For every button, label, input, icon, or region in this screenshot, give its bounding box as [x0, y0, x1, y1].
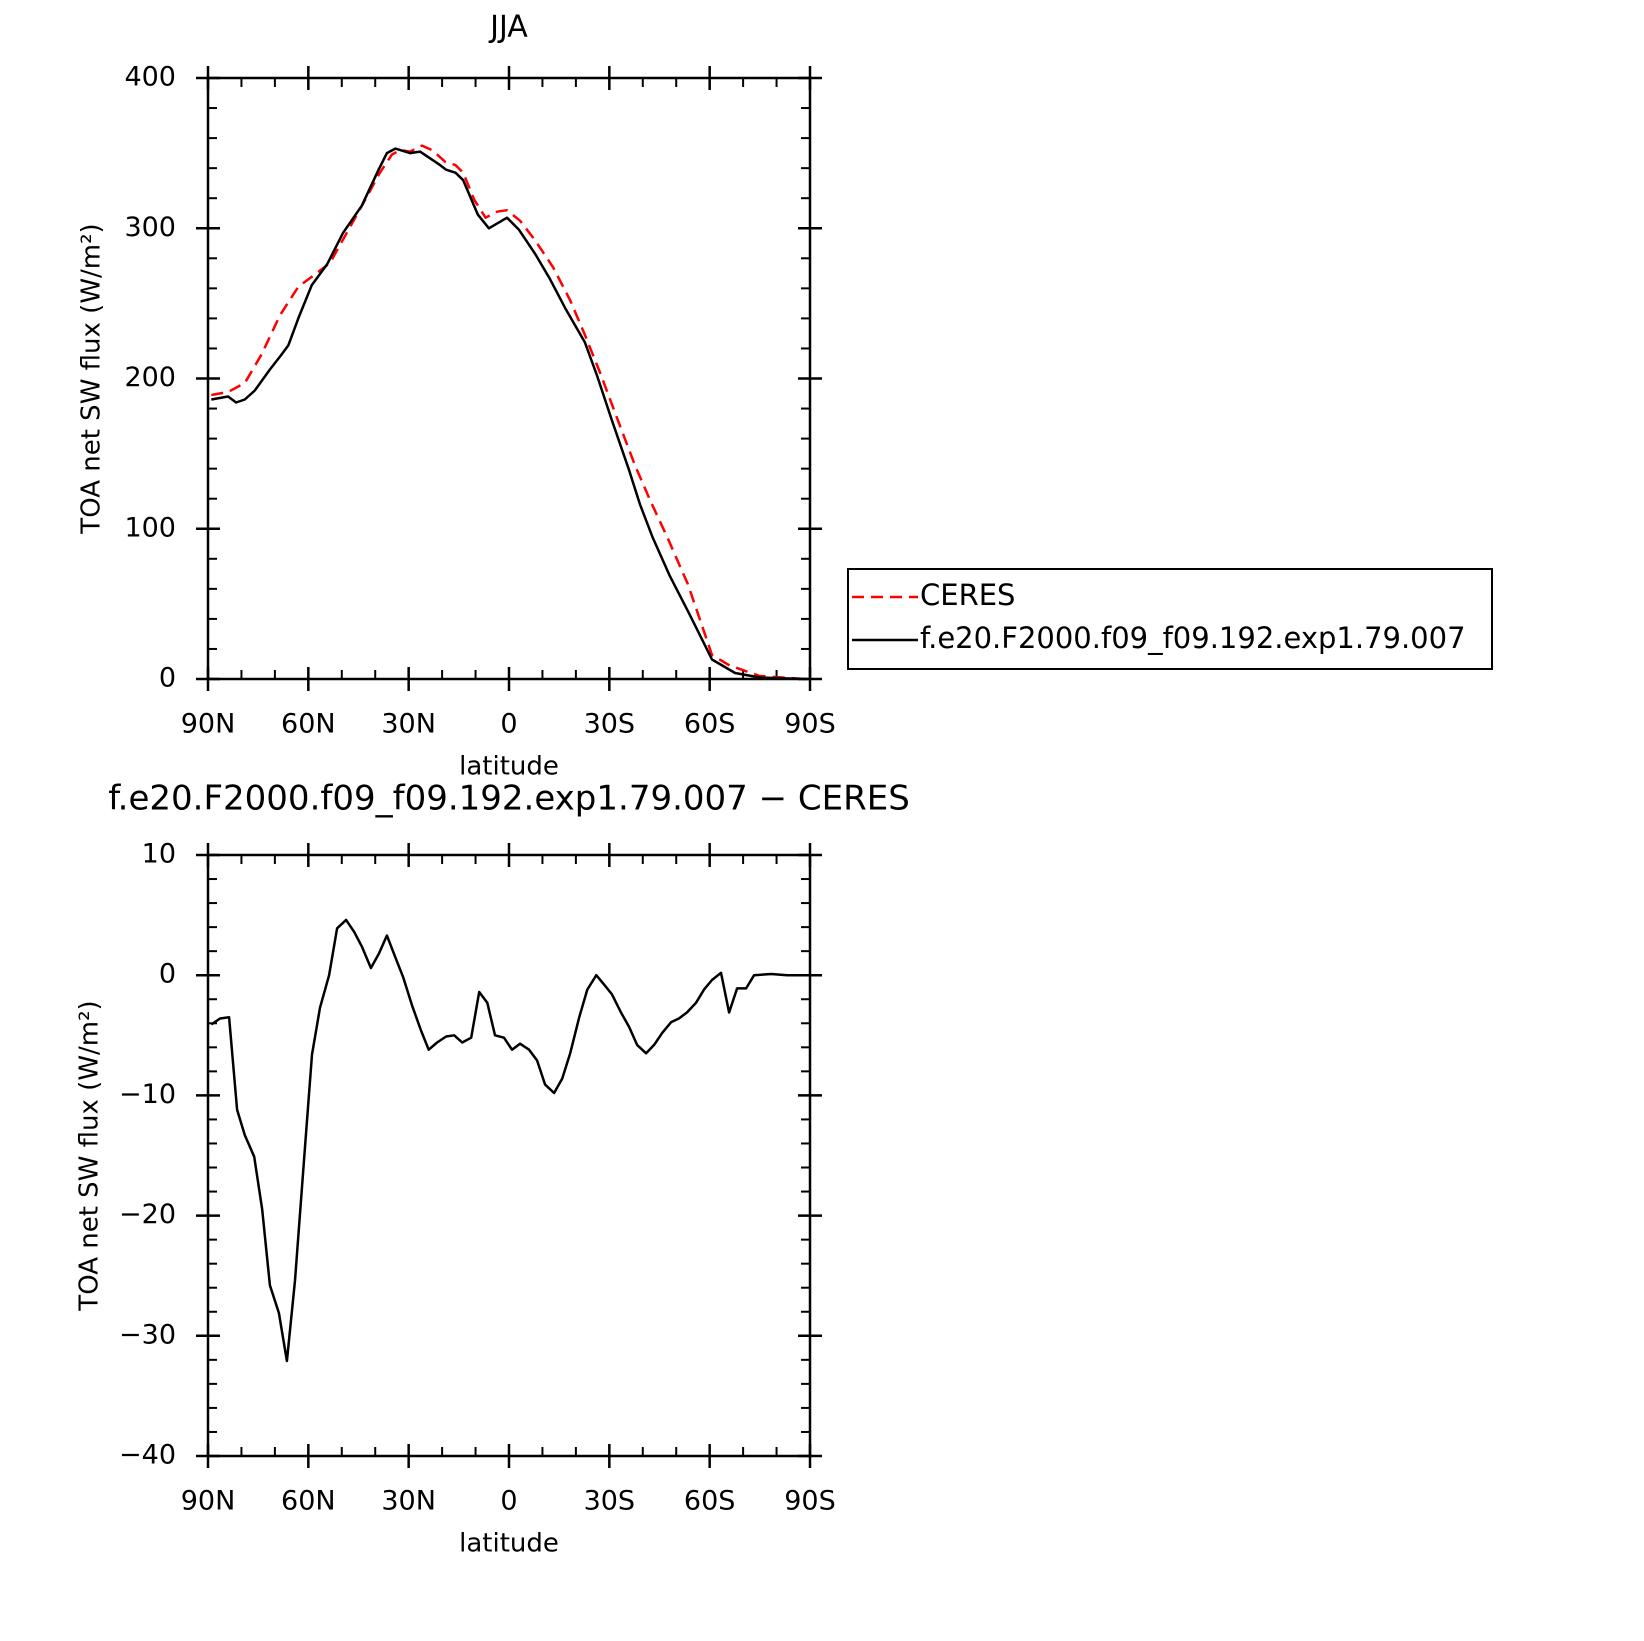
- x-tick-label: 30N: [381, 709, 436, 740]
- x-tick-label: 90N: [181, 709, 236, 740]
- data-line: [210, 918, 806, 1363]
- x-tick-label: 60N: [281, 709, 336, 740]
- x-tick-label: 30S: [584, 1486, 636, 1517]
- x-tick-label: 60S: [684, 1486, 736, 1517]
- y-tick-label: −30: [119, 1319, 176, 1350]
- y-tick-label: 400: [124, 62, 176, 93]
- y-tick-label: 10: [142, 839, 176, 870]
- plot-frame: [206, 76, 812, 681]
- chart-title: JJA: [488, 10, 528, 45]
- data-line: [211, 144, 807, 681]
- y-tick-label: 100: [124, 512, 176, 543]
- y-tick-label: 0: [159, 959, 176, 990]
- y-tick-label: 200: [124, 362, 176, 393]
- y-tick-label: −10: [119, 1079, 176, 1110]
- x-tick-label: 30N: [381, 1486, 436, 1517]
- y-tick-label: 0: [159, 663, 176, 694]
- legend-label: CERES: [920, 578, 1015, 612]
- chart-title: f.e20.F2000.f09_f09.192.exp1.79.007 − CE…: [108, 779, 910, 819]
- y-tick-label: −40: [119, 1440, 176, 1471]
- y-tick-label: −20: [119, 1199, 176, 1230]
- x-tick-label: 0: [500, 1486, 517, 1517]
- x-tick-label: 60N: [281, 1486, 336, 1517]
- legend-box: [847, 568, 1493, 670]
- x-tick-label: 30S: [584, 709, 636, 740]
- x-tick-label: 90S: [784, 1486, 836, 1517]
- x-tick-label: 0: [500, 709, 517, 740]
- y-axis-label: TOA net SW flux (W/m²): [77, 223, 107, 534]
- x-axis-label: latitude: [459, 752, 559, 782]
- x-tick-label: 60S: [684, 709, 736, 740]
- x-tick-label: 90S: [784, 709, 836, 740]
- x-axis-label: latitude: [459, 1529, 559, 1559]
- x-tick-label: 90N: [181, 1486, 236, 1517]
- y-tick-label: 300: [124, 212, 176, 243]
- y-axis-label: TOA net SW flux (W/m²): [75, 1000, 105, 1311]
- plot-frame: [206, 853, 812, 1458]
- legend-label: f.e20.F2000.f09_f09.192.exp1.79.007: [920, 621, 1466, 655]
- data-line: [211, 147, 807, 681]
